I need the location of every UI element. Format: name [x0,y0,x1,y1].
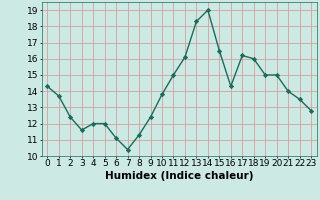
X-axis label: Humidex (Indice chaleur): Humidex (Indice chaleur) [105,171,253,181]
